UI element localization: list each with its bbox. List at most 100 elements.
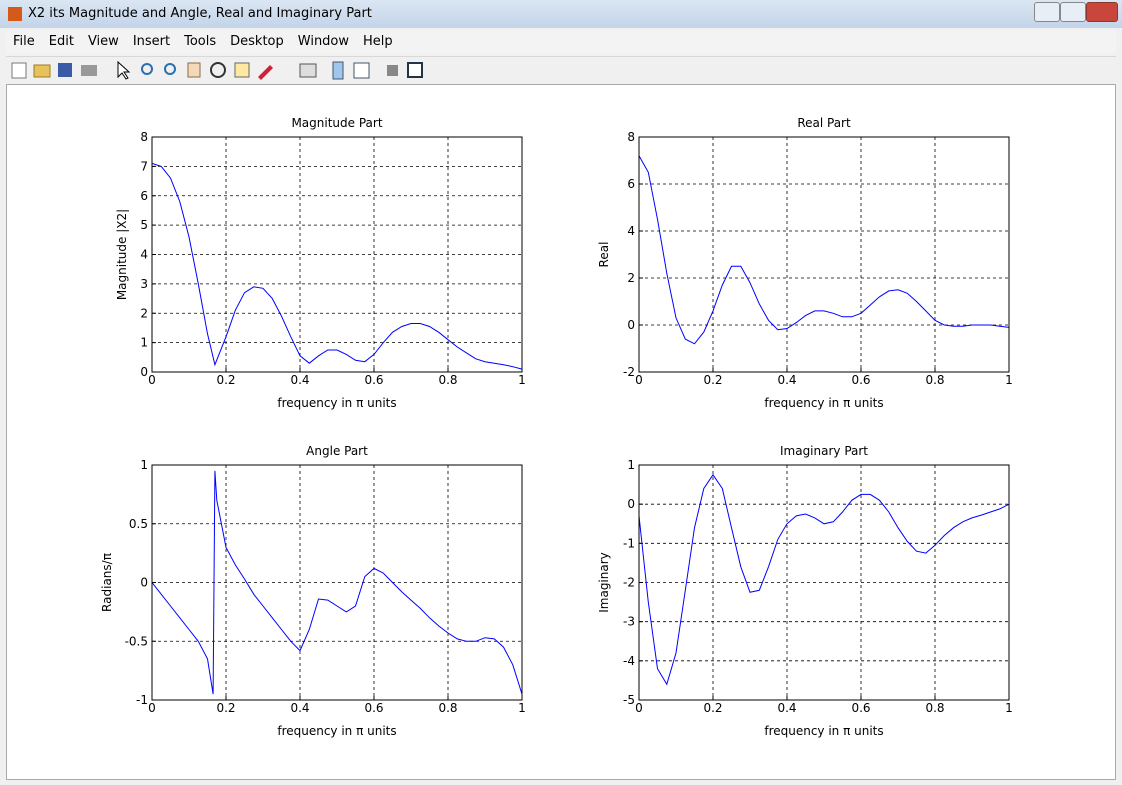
y-tick-label: -2 xyxy=(623,576,635,590)
tool-datacursor[interactable] xyxy=(234,62,250,78)
x-tick-label: 0.2 xyxy=(216,701,235,715)
chart-title: Real Part xyxy=(797,116,851,130)
tool-rotate[interactable] xyxy=(210,62,226,78)
y-axis-label: Magnitude |X2| xyxy=(115,209,129,300)
tool-zoom-out[interactable] xyxy=(164,63,176,75)
chart-title: Imaginary Part xyxy=(780,444,868,458)
x-tick-label: 0.2 xyxy=(703,373,722,387)
menu-item[interactable]: File xyxy=(13,34,35,49)
app-icon xyxy=(8,7,22,21)
toolbar-icons xyxy=(11,60,423,80)
tool-print[interactable] xyxy=(81,65,97,76)
tool-pointer[interactable] xyxy=(117,60,131,80)
tool-legend[interactable] xyxy=(353,62,370,79)
x-tick-label: 0.6 xyxy=(851,701,870,715)
y-axis-label: Imaginary xyxy=(597,552,611,613)
menu-item[interactable]: Edit xyxy=(48,34,74,49)
tool-link[interactable] xyxy=(299,63,317,78)
menu-item[interactable]: Window xyxy=(297,34,350,49)
y-tick-label: 1 xyxy=(140,336,148,350)
x-axis-label: frequency in π units xyxy=(764,724,883,738)
tool-colorbar[interactable] xyxy=(332,61,344,80)
x-tick-label: 0.6 xyxy=(364,373,383,387)
y-tick-label: 7 xyxy=(140,159,148,173)
close-button[interactable] xyxy=(1086,2,1118,22)
x-tick-label: 0.4 xyxy=(777,701,796,715)
y-tick-label: 6 xyxy=(627,177,635,191)
tool-hide-plot[interactable] xyxy=(387,65,398,76)
menu-item[interactable]: View xyxy=(87,34,119,49)
x-tick-label: 0 xyxy=(635,373,643,387)
x-tick-label: 0.4 xyxy=(290,373,309,387)
x-tick-label: 1 xyxy=(1005,373,1013,387)
x-tick-label: 0 xyxy=(148,701,156,715)
x-tick-label: 0.8 xyxy=(925,373,944,387)
data-line xyxy=(151,470,523,695)
x-tick-label: 0 xyxy=(148,373,156,387)
data-line xyxy=(638,155,1010,345)
y-tick-label: 1 xyxy=(627,458,635,472)
axes-box xyxy=(151,464,523,701)
minimize-button[interactable] xyxy=(1034,2,1060,22)
x-axis-label: frequency in π units xyxy=(277,724,396,738)
window-title: X2 its Magnitude and Angle, Real and Ima… xyxy=(28,6,372,21)
y-tick-label: 5 xyxy=(140,218,148,232)
tool-new[interactable] xyxy=(11,62,27,79)
title-bar: X2 its Magnitude and Angle, Real and Ima… xyxy=(0,0,1122,28)
x-tick-label: 0.4 xyxy=(777,373,796,387)
tool-save[interactable] xyxy=(58,63,72,77)
y-tick-label: 0 xyxy=(627,318,635,332)
data-line xyxy=(638,473,1010,686)
y-tick-label: -0.5 xyxy=(125,634,148,648)
menu-bar: File Edit View Insert Tools Desktop Window Help xyxy=(6,30,1116,54)
tool-show-plot[interactable] xyxy=(407,62,423,78)
y-axis-label: Radians/π xyxy=(100,553,114,612)
y-tick-label: 8 xyxy=(627,130,635,144)
x-tick-label: 1 xyxy=(518,701,526,715)
tool-open[interactable] xyxy=(33,64,51,78)
y-tick-label: 0 xyxy=(140,576,148,590)
y-tick-label: 0 xyxy=(627,497,635,511)
tool-pan[interactable] xyxy=(187,62,201,78)
x-tick-label: 0.8 xyxy=(925,701,944,715)
axes-box xyxy=(638,136,1010,373)
y-tick-label: 8 xyxy=(140,130,148,144)
y-tick-label: 6 xyxy=(140,189,148,203)
chart-title: Magnitude Part xyxy=(291,116,382,130)
x-tick-label: 0 xyxy=(635,701,643,715)
y-tick-label: 3 xyxy=(140,277,148,291)
menu-item[interactable]: Help xyxy=(363,34,393,49)
y-tick-label: 0.5 xyxy=(129,517,148,531)
data-line xyxy=(151,162,523,370)
axes-box xyxy=(151,136,523,373)
x-tick-label: 0.6 xyxy=(364,701,383,715)
axes-box xyxy=(638,464,1010,701)
menu-item[interactable]: Tools xyxy=(184,34,217,49)
x-tick-label: 1 xyxy=(518,373,526,387)
x-tick-label: 0.2 xyxy=(703,701,722,715)
menu-item[interactable]: Insert xyxy=(132,34,171,49)
toolbar xyxy=(6,56,1116,85)
y-tick-label: 4 xyxy=(627,224,635,238)
menu-item[interactable]: Desktop xyxy=(230,34,284,49)
y-tick-label: -2 xyxy=(623,365,635,379)
x-tick-label: 0.6 xyxy=(851,373,870,387)
plot-area xyxy=(639,137,1009,372)
y-tick-label: 2 xyxy=(140,306,148,320)
y-tick-label: -4 xyxy=(623,654,635,668)
x-tick-label: 0.8 xyxy=(438,373,457,387)
y-tick-label: 2 xyxy=(627,271,635,285)
maximize-button[interactable] xyxy=(1060,2,1086,22)
y-tick-label: 1 xyxy=(140,458,148,472)
x-axis-label: frequency in π units xyxy=(764,396,883,410)
x-tick-label: 0.8 xyxy=(438,701,457,715)
y-axis-label: Real xyxy=(597,242,611,268)
tool-brush[interactable] xyxy=(258,65,273,80)
y-tick-label: 4 xyxy=(140,248,148,262)
x-tick-label: 0.4 xyxy=(290,701,309,715)
tool-zoom-in[interactable] xyxy=(141,63,153,75)
x-axis-label: frequency in π units xyxy=(277,396,396,410)
y-tick-label: -1 xyxy=(136,693,148,707)
